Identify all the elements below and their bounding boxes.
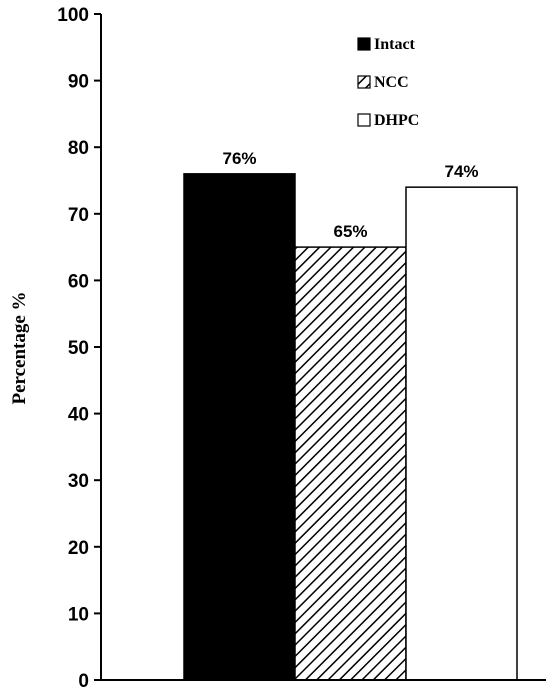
legend-label: DHPC	[374, 112, 419, 129]
y-tick-label: 10	[68, 604, 89, 625]
y-tick-label: 20	[68, 538, 89, 559]
y-tick-label: 100	[57, 5, 89, 26]
legend-swatch	[357, 113, 371, 127]
y-tick-label: 90	[68, 72, 89, 93]
data-label: 74%	[444, 162, 478, 181]
y-axis-ticks: 0 10 20 30 40 50 60 70 80 90 100	[57, 5, 101, 692]
y-tick-label: 80	[68, 138, 89, 159]
legend-swatch	[357, 37, 371, 51]
legend-label: NCC	[374, 74, 409, 91]
bar-intact	[183, 173, 296, 681]
axes	[100, 14, 546, 681]
bars	[183, 173, 518, 681]
data-label: 76%	[222, 149, 256, 168]
data-label: 65%	[333, 222, 367, 241]
y-tick-label: 40	[68, 405, 89, 426]
legend-label: Intact	[374, 36, 416, 53]
y-tick-label: 50	[68, 338, 89, 359]
legend: Intact NCC DHPC	[357, 36, 419, 129]
bar-ncc	[294, 246, 407, 681]
y-tick-label: 30	[68, 471, 89, 492]
y-tick-label: 70	[68, 205, 89, 226]
bar-dhpc	[405, 186, 518, 681]
y-tick-label: 0	[78, 671, 89, 692]
data-labels: 76% 65% 74%	[222, 149, 478, 241]
y-tick-label: 60	[68, 271, 89, 292]
y-axis-title: Percentage %	[9, 291, 30, 404]
legend-swatch	[357, 75, 371, 89]
